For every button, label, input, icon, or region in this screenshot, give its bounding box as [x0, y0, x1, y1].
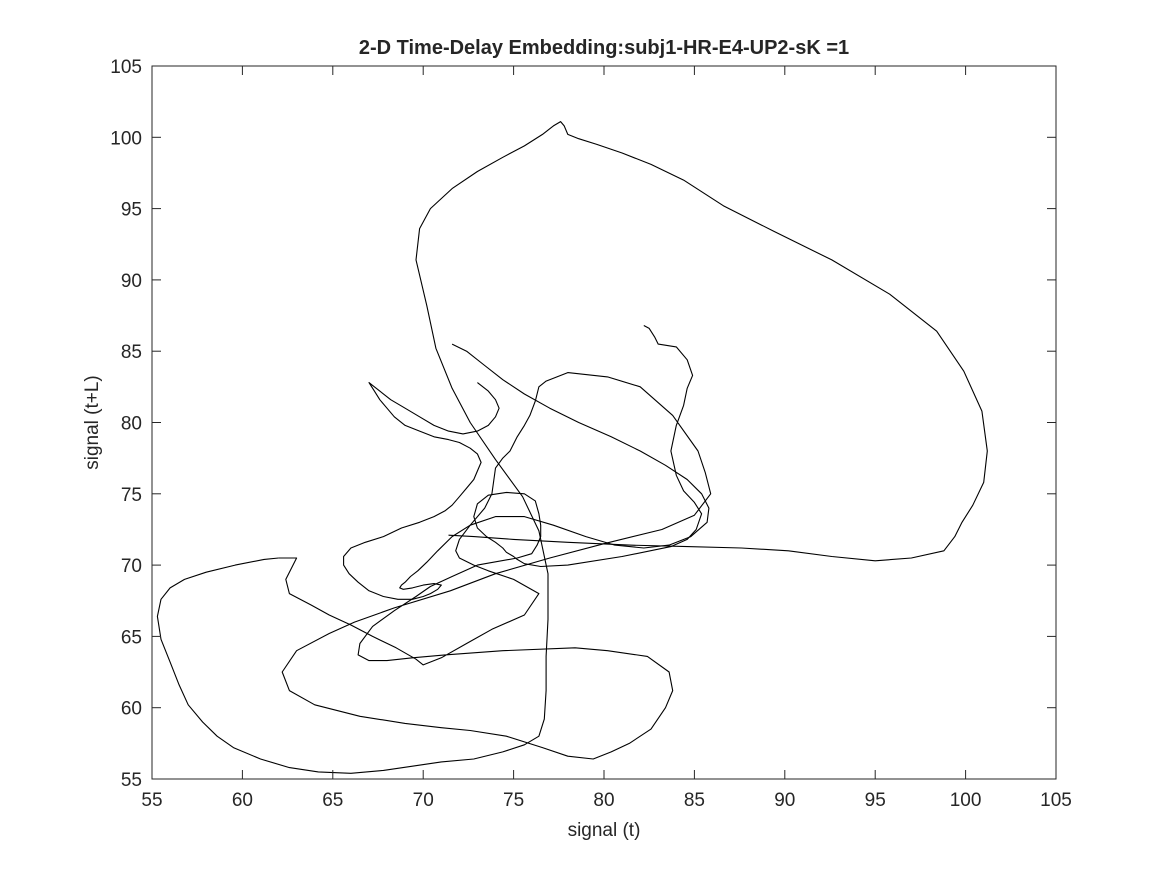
- x-tick-label: 105: [1040, 790, 1072, 811]
- y-tick-label: 90: [121, 271, 142, 292]
- y-tick-label: 55: [121, 770, 142, 791]
- trajectory-line-3: [343, 343, 710, 600]
- plot-area: [151, 65, 1057, 780]
- x-tick-label: 75: [503, 790, 524, 811]
- y-axis-label: signal (t+L): [82, 375, 103, 470]
- x-tick-label: 70: [413, 790, 434, 811]
- y-tick-label: 80: [121, 414, 142, 435]
- y-tick-label: 95: [121, 200, 142, 221]
- chart-title: 2-D Time-Delay Embedding:subj1-HR-E4-UP2…: [359, 37, 849, 59]
- x-tick-label: 85: [684, 790, 705, 811]
- y-tick-label: 65: [121, 627, 142, 648]
- y-axis-ticks: 55 60 65 70 75 80 85 90 95 100 105: [110, 57, 1056, 791]
- x-tick-label: 55: [141, 790, 162, 811]
- x-tick-label: 95: [865, 790, 886, 811]
- x-axis-label: signal (t): [568, 820, 641, 841]
- trajectory-layer: [156, 121, 988, 774]
- y-tick-label: 105: [110, 57, 142, 78]
- x-tick-label: 90: [774, 790, 795, 811]
- x-tick-label: 65: [322, 790, 343, 811]
- trajectory-line-2: [156, 121, 988, 774]
- y-tick-label: 85: [121, 342, 142, 363]
- x-tick-label: 60: [232, 790, 253, 811]
- y-tick-label: 70: [121, 556, 142, 577]
- x-tick-label: 100: [950, 790, 982, 811]
- y-tick-label: 75: [121, 485, 142, 506]
- y-tick-label: 60: [121, 699, 142, 720]
- x-axis-ticks: 55 60 65 70 75 80 85 90 95 100 105: [141, 66, 1072, 811]
- y-tick-label: 100: [110, 128, 142, 149]
- trajectory-line-1: [278, 325, 712, 760]
- x-tick-label: 80: [593, 790, 614, 811]
